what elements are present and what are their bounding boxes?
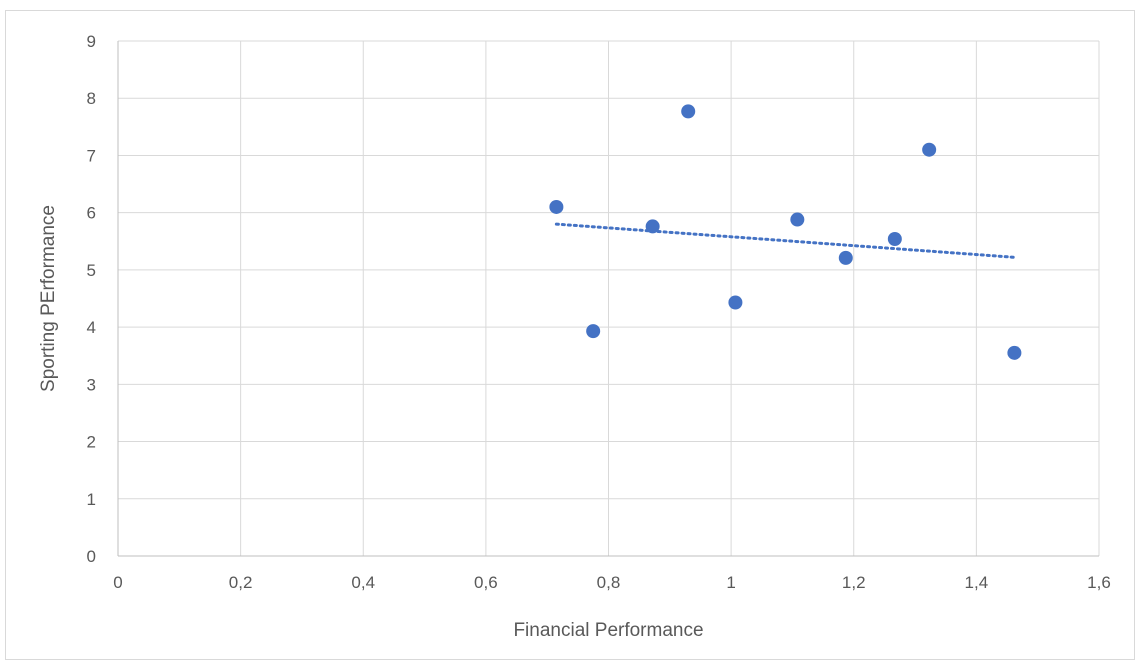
data-point	[728, 295, 743, 310]
x-tick-label: 0,4	[351, 573, 375, 592]
data-point	[681, 104, 696, 119]
y-tick-label: 4	[87, 318, 96, 337]
y-tick-label: 1	[87, 490, 96, 509]
y-tick-label: 3	[87, 375, 96, 394]
y-tick-label: 6	[87, 204, 96, 223]
chart-frame: 0 0,2 0,4 0,6 0,8 1 1,2 1,4 1,6 0 1 2 3 4 5 6 7 8 9 Financ…	[5, 10, 1135, 660]
trendline	[554, 222, 1016, 259]
data-point	[887, 231, 902, 246]
x-tick-label: 1,4	[965, 573, 989, 592]
y-tick-label: 0	[87, 547, 96, 566]
x-axis-title: Financial Performance	[513, 620, 703, 641]
axes	[117, 41, 1099, 557]
data-point	[549, 199, 564, 214]
y-tick-label: 5	[87, 261, 96, 280]
x-tick-label: 1	[726, 573, 735, 592]
trendline-layer	[554, 222, 1016, 259]
x-tick-label: 1,2	[842, 573, 866, 592]
data-point	[1007, 345, 1022, 360]
tick-labels: 0 0,2 0,4 0,6 0,8 1 1,2 1,4 1,6 0 1 2 3 4 5 6 7 8 9	[87, 32, 1111, 592]
data-point	[586, 324, 601, 339]
x-tick-label: 1,6	[1087, 573, 1111, 592]
data-points	[549, 104, 1022, 360]
y-tick-label: 2	[87, 433, 96, 452]
y-tick-label: 7	[87, 146, 96, 165]
x-tick-label: 0,8	[597, 573, 621, 592]
x-tick-label: 0,6	[474, 573, 498, 592]
y-tick-label: 8	[87, 89, 96, 108]
data-point	[645, 219, 660, 234]
y-tick-label: 9	[87, 32, 96, 51]
data-point	[922, 142, 937, 157]
scatter-chart: 0 0,2 0,4 0,6 0,8 1 1,2 1,4 1,6 0 1 2 3 4 5 6 7 8 9 Financ…	[38, 32, 1111, 641]
x-tick-label: 0	[113, 573, 122, 592]
y-axis-title: Sporting PErformance	[38, 205, 59, 392]
data-point	[790, 212, 805, 227]
gridlines	[118, 40, 1100, 556]
x-tick-label: 0,2	[229, 573, 253, 592]
data-point	[838, 250, 853, 265]
